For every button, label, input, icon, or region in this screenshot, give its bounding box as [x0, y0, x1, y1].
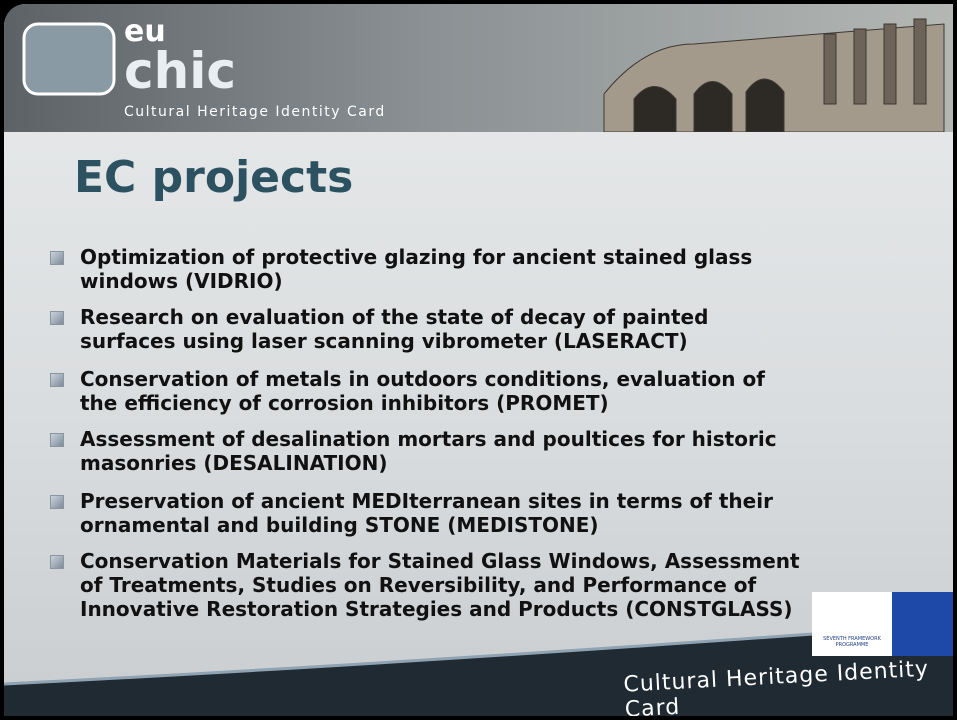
item-line: Research on evaluation of the state of d…: [80, 305, 708, 329]
item-line: surfaces using laser scanning vibrometer…: [80, 329, 688, 353]
bullet: [50, 311, 64, 325]
item-line: the efficiency of corrosion inhibitors (…: [80, 391, 609, 415]
slide: eu chic Cultural Heritage Identity Card …: [4, 4, 953, 716]
item-line: windows (VIDRIO): [80, 269, 283, 293]
bullet: [50, 495, 64, 509]
item-line: of Treatments, Studies on Reversibility,…: [80, 573, 756, 597]
fp7-logo: SEVENTH FRAMEWORK PROGRAMME: [812, 592, 892, 656]
item-line: ornamental and building STONE (MEDISTONE…: [80, 513, 599, 537]
header: eu chic Cultural Heritage Identity Card: [4, 4, 953, 132]
item-line: masonries (DESALINATION): [80, 451, 387, 475]
tagline: Cultural Heritage Identity Card: [124, 104, 386, 120]
item-line: Conservation of metals in outdoors condi…: [80, 367, 765, 391]
bullet: [50, 433, 64, 447]
page: eu chic Cultural Heritage Identity Card …: [0, 0, 957, 720]
logo-sub: chic: [124, 42, 236, 100]
bullet: [50, 555, 64, 569]
bullet: [50, 251, 64, 265]
item-line: Preservation of ancient MEDIterranean si…: [80, 489, 773, 513]
item-line: Innovative Restoration Strategies and Pr…: [80, 597, 793, 621]
slide-title: EC projects: [74, 152, 353, 203]
fp7-text: SEVENTH FRAMEWORK PROGRAMME: [812, 636, 892, 648]
item-line: Conservation Materials for Stained Glass…: [80, 549, 800, 573]
bullet: [50, 373, 64, 387]
item-line: Optimization of protective glazing for a…: [80, 245, 752, 269]
item-line: Assessment of desalination mortars and p…: [80, 427, 777, 451]
eu-flag: [892, 592, 953, 656]
